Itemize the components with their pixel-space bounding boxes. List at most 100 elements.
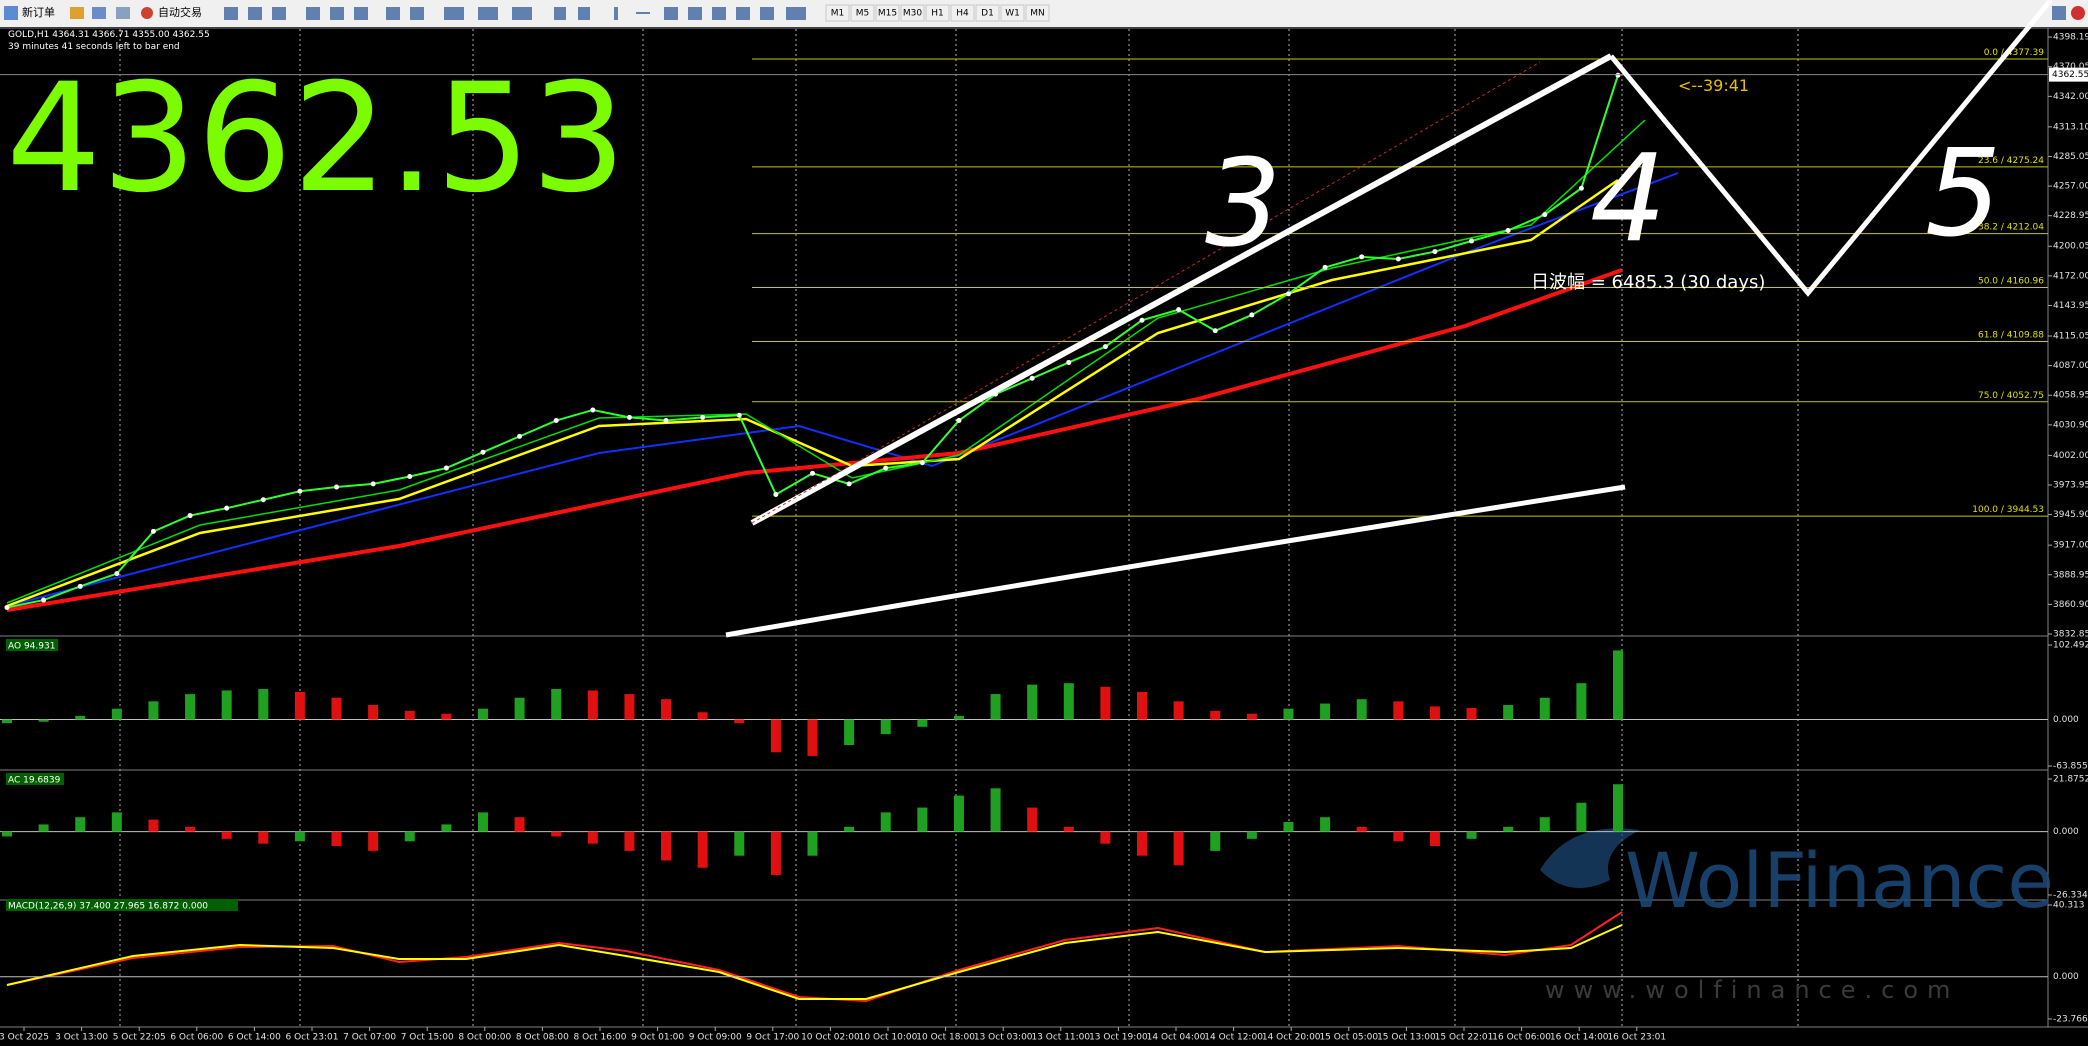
timeframe-button[interactable] (950, 4, 975, 22)
search-icon[interactable] (2052, 6, 2066, 20)
vertical-line[interactable] (614, 7, 618, 20)
time-label: 3 Oct 2025 (0, 1033, 49, 1043)
toolbar-icon[interactable] (116, 7, 130, 19)
timeframe-button[interactable] (875, 4, 900, 22)
indicator-label: MACD(12,26,9) 37.400 27.965 16.872 0.000 (8, 902, 208, 912)
indicators[interactable] (444, 7, 464, 20)
histogram-bar (661, 831, 672, 861)
crosshair[interactable] (578, 7, 590, 20)
templates[interactable] (512, 7, 532, 20)
auto-trading-icon[interactable] (141, 7, 153, 19)
histogram-bar (1246, 713, 1257, 720)
histogram-bar (1503, 826, 1514, 832)
timeframe-label[interactable]: W1 (1005, 9, 1020, 19)
shift[interactable] (410, 7, 424, 20)
timeframe-label[interactable]: H4 (956, 9, 969, 19)
arrows-tool[interactable] (786, 7, 806, 20)
timeframe-button[interactable] (825, 4, 850, 22)
histogram-bar (844, 719, 855, 746)
auto-trading-button[interactable]: 自动交易 (158, 5, 202, 19)
bar-timer: 39 minutes 41 seconds left to bar end (8, 42, 180, 52)
histogram-bar (331, 831, 342, 847)
timeframe-label[interactable]: H1 (931, 9, 944, 19)
indicator-tick-label: 21.8752 (2053, 775, 2088, 785)
histogram-bar (331, 697, 342, 720)
timeframe-label[interactable]: M5 (856, 9, 870, 19)
price-point (1176, 307, 1182, 313)
tool-icon[interactable] (248, 7, 262, 20)
alert-icon[interactable] (2071, 6, 2085, 20)
histogram-bar (368, 831, 379, 851)
periods[interactable] (478, 7, 498, 20)
tile[interactable] (354, 7, 368, 20)
timeframe-button[interactable] (975, 4, 1000, 22)
price-point (1359, 254, 1365, 260)
cursor[interactable] (554, 7, 566, 20)
timeframe-label[interactable]: M1 (831, 9, 845, 19)
timeframe-button[interactable] (1000, 4, 1025, 22)
histogram-bar (75, 817, 86, 832)
histogram-bar (1429, 706, 1440, 720)
price-point (224, 505, 230, 511)
autoscroll[interactable] (386, 7, 400, 20)
new-order-icon[interactable] (4, 6, 18, 20)
histogram-bar (990, 694, 1001, 720)
timeframe-button[interactable] (1025, 4, 1050, 22)
histogram-bar (1210, 710, 1221, 720)
histogram-bar (770, 719, 781, 753)
toolbar-icon[interactable] (92, 7, 106, 19)
price-tick-label: 4342.00 (2053, 92, 2088, 102)
histogram-bar (1356, 826, 1367, 832)
channel[interactable] (688, 7, 702, 20)
price-point (4, 604, 10, 610)
price-point (1249, 312, 1255, 318)
ma-blue (6, 172, 1679, 607)
histogram-bar (2, 719, 12, 724)
price-point (1469, 238, 1475, 244)
price-tick-label: 4002.00 (2053, 451, 2088, 461)
zoom-out[interactable] (330, 7, 344, 20)
price-point (956, 418, 962, 424)
watermark-url: www.wolfinance.com (1545, 976, 1959, 1004)
histogram-bar (1173, 701, 1184, 720)
countdown: <--39:41 (1678, 76, 1749, 95)
horizontal-line[interactable] (636, 12, 650, 14)
time-label: 13 Oct 19:00 (1089, 1033, 1148, 1043)
histogram-bar (551, 831, 562, 837)
zoom-in[interactable] (306, 7, 320, 20)
timeframe-button[interactable] (850, 4, 875, 22)
timeframe-label[interactable]: D1 (981, 9, 994, 19)
current-price-label: 4362.55 (2052, 70, 2088, 80)
price-point (736, 412, 742, 418)
histogram-bar (185, 694, 196, 720)
histogram-bar (1393, 701, 1404, 720)
trend-dotted (751, 61, 1541, 524)
price-point (370, 481, 376, 487)
trendline[interactable] (664, 7, 678, 20)
histogram-bar (624, 831, 635, 851)
indicator-label: AC 19.6839 (8, 776, 61, 786)
histogram-bar (477, 708, 488, 720)
price-tick-label: 4257.00 (2053, 182, 2088, 192)
tool-icon[interactable] (224, 7, 238, 20)
timeframe-label[interactable]: M30 (903, 9, 922, 19)
fibo[interactable] (712, 7, 726, 20)
histogram-bar (148, 701, 159, 720)
price-point (1285, 291, 1291, 297)
time-label: 15 Oct 05:00 (1319, 1033, 1378, 1043)
histogram-bar (258, 689, 269, 720)
new-order-button[interactable]: 新订单 (22, 5, 55, 19)
text-tool[interactable] (736, 7, 750, 20)
tool-icon[interactable] (272, 7, 286, 20)
toolbar-icon[interactable] (70, 7, 84, 19)
timeframe-label[interactable]: M15 (878, 9, 897, 19)
timeframe-button[interactable] (900, 4, 925, 22)
price-point (1102, 344, 1108, 350)
price-tick-label: 4030.90 (2053, 420, 2088, 430)
timeframe-label[interactable]: MN (1030, 9, 1045, 19)
price-point (1432, 249, 1438, 255)
timeframe-button[interactable] (925, 4, 950, 22)
label-tool[interactable] (760, 7, 774, 20)
